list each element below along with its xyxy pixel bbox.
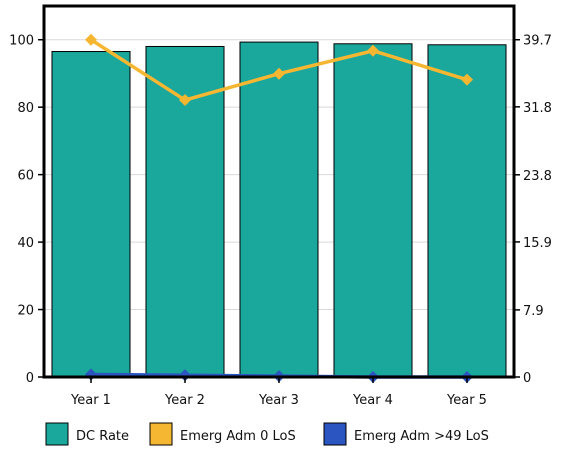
- left-tick-label: 20: [17, 304, 34, 319]
- left-tick-label: 100: [9, 34, 34, 49]
- point-emerg-adm-0-los: [367, 44, 379, 57]
- point-emerg-adm-0-los: [179, 94, 191, 107]
- bar-dc-rate: [333, 43, 413, 378]
- legend-swatch: [45, 422, 69, 446]
- right-tick-label: 0: [523, 371, 531, 386]
- legend-swatch: [323, 422, 347, 446]
- x-tick-label: Year 1: [70, 393, 111, 408]
- x-tick-label: Year 5: [446, 393, 487, 408]
- bar-dc-rate: [427, 44, 507, 378]
- point-emerg-adm-0-los: [273, 67, 285, 80]
- right-tick-label: 15.9: [523, 236, 552, 251]
- left-tick-label: 80: [17, 101, 34, 116]
- legend-label: Emerg Adm 0 LoS: [180, 429, 296, 444]
- right-tick-label: 7.9: [523, 304, 544, 319]
- legend-label: Emerg Adm >49 LoS: [354, 429, 489, 444]
- x-tick-label: Year 4: [352, 393, 393, 408]
- point-emerg-adm-0-los: [461, 73, 473, 86]
- x-tick-label: Year 3: [258, 393, 299, 408]
- legend-label: DC Rate: [76, 429, 129, 444]
- right-tick-label: 39.7: [523, 34, 552, 49]
- point-emerg-adm-0-los: [85, 33, 97, 46]
- left-tick-label: 0: [26, 371, 34, 386]
- left-tick-label: 40: [17, 236, 34, 251]
- right-tick-label: 31.8: [523, 101, 552, 116]
- bar-dc-rate: [239, 41, 319, 378]
- x-tick-label: Year 2: [164, 393, 205, 408]
- bar-dc-rate: [51, 51, 131, 378]
- left-tick-label: 60: [17, 169, 34, 184]
- right-tick-label: 23.8: [523, 169, 552, 184]
- legend-swatch: [149, 422, 173, 446]
